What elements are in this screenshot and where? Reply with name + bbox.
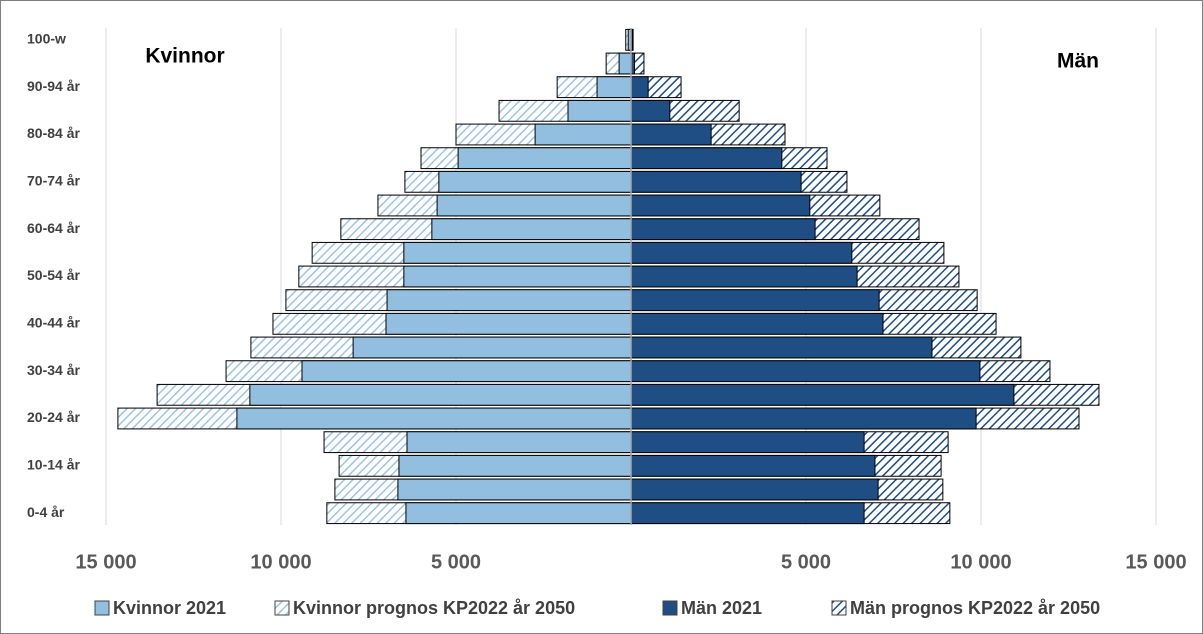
bar (630, 454, 876, 477)
y-tick-label: 50-54 år (27, 267, 80, 283)
x-tick-label: 5 000 (781, 551, 831, 573)
bar (385, 312, 632, 335)
bar (630, 241, 853, 264)
bar (397, 478, 632, 501)
legend-swatch (662, 600, 678, 616)
y-tick-label: 60-64 år (27, 220, 80, 236)
legend-swatch (274, 600, 290, 616)
x-tick-label: 15 000 (75, 551, 136, 573)
bar (236, 407, 632, 430)
y-tick-label: 80-84 år (27, 125, 80, 141)
y-tick-label: 10-14 år (27, 457, 80, 473)
x-tick-label: 15 000 (1125, 551, 1186, 573)
bar (630, 123, 712, 146)
bar (567, 99, 632, 122)
bar (403, 241, 632, 264)
bar (630, 99, 671, 122)
bar (406, 431, 632, 454)
y-tick-label: 20-24 år (27, 409, 80, 425)
bar (436, 194, 632, 217)
bar (630, 289, 880, 312)
x-tick-label: 10 000 (250, 551, 311, 573)
y-tick-label: 0-4 år (27, 504, 65, 520)
y-tick-label: 100-w (27, 31, 66, 47)
bar (301, 360, 632, 383)
bar (457, 147, 632, 170)
bar (630, 170, 802, 193)
annotation: Män (1057, 50, 1099, 73)
bar (386, 289, 632, 312)
bar (630, 312, 884, 335)
legend-label: Kvinnor prognos KP2022 år 2050 (293, 598, 575, 618)
bar (630, 502, 865, 525)
legend-label: Män prognos KP2022 år 2050 (850, 598, 1100, 618)
annotation: Kvinnor (145, 45, 224, 68)
y-tick-label: 40-44 år (27, 315, 80, 331)
y-tick-label: 70-74 år (27, 173, 80, 189)
bar (352, 336, 632, 359)
bar (403, 265, 632, 288)
bar (630, 265, 858, 288)
bar (596, 76, 632, 99)
bar (249, 383, 632, 406)
bar (630, 383, 1015, 406)
legend-label: Kvinnor 2021 (113, 598, 226, 618)
bar (630, 360, 981, 383)
bar (630, 76, 649, 99)
bar (534, 123, 632, 146)
x-tick-label: 10 000 (950, 551, 1011, 573)
bar (630, 478, 879, 501)
bar (431, 218, 632, 241)
bar (630, 407, 977, 430)
bar (630, 431, 865, 454)
y-tick-label: 90-94 år (27, 78, 80, 94)
legend-label: Män 2021 (681, 598, 762, 618)
bar (618, 52, 632, 75)
bar (405, 502, 632, 525)
bar (630, 336, 933, 359)
legend-swatch (831, 600, 847, 616)
bar (438, 170, 632, 193)
bar (630, 147, 783, 170)
bar (398, 454, 632, 477)
y-tick-label: 30-34 år (27, 362, 80, 378)
bar (630, 194, 811, 217)
x-tick-label: 5 000 (431, 551, 481, 573)
legend-swatch (94, 600, 110, 616)
bar (630, 218, 816, 241)
